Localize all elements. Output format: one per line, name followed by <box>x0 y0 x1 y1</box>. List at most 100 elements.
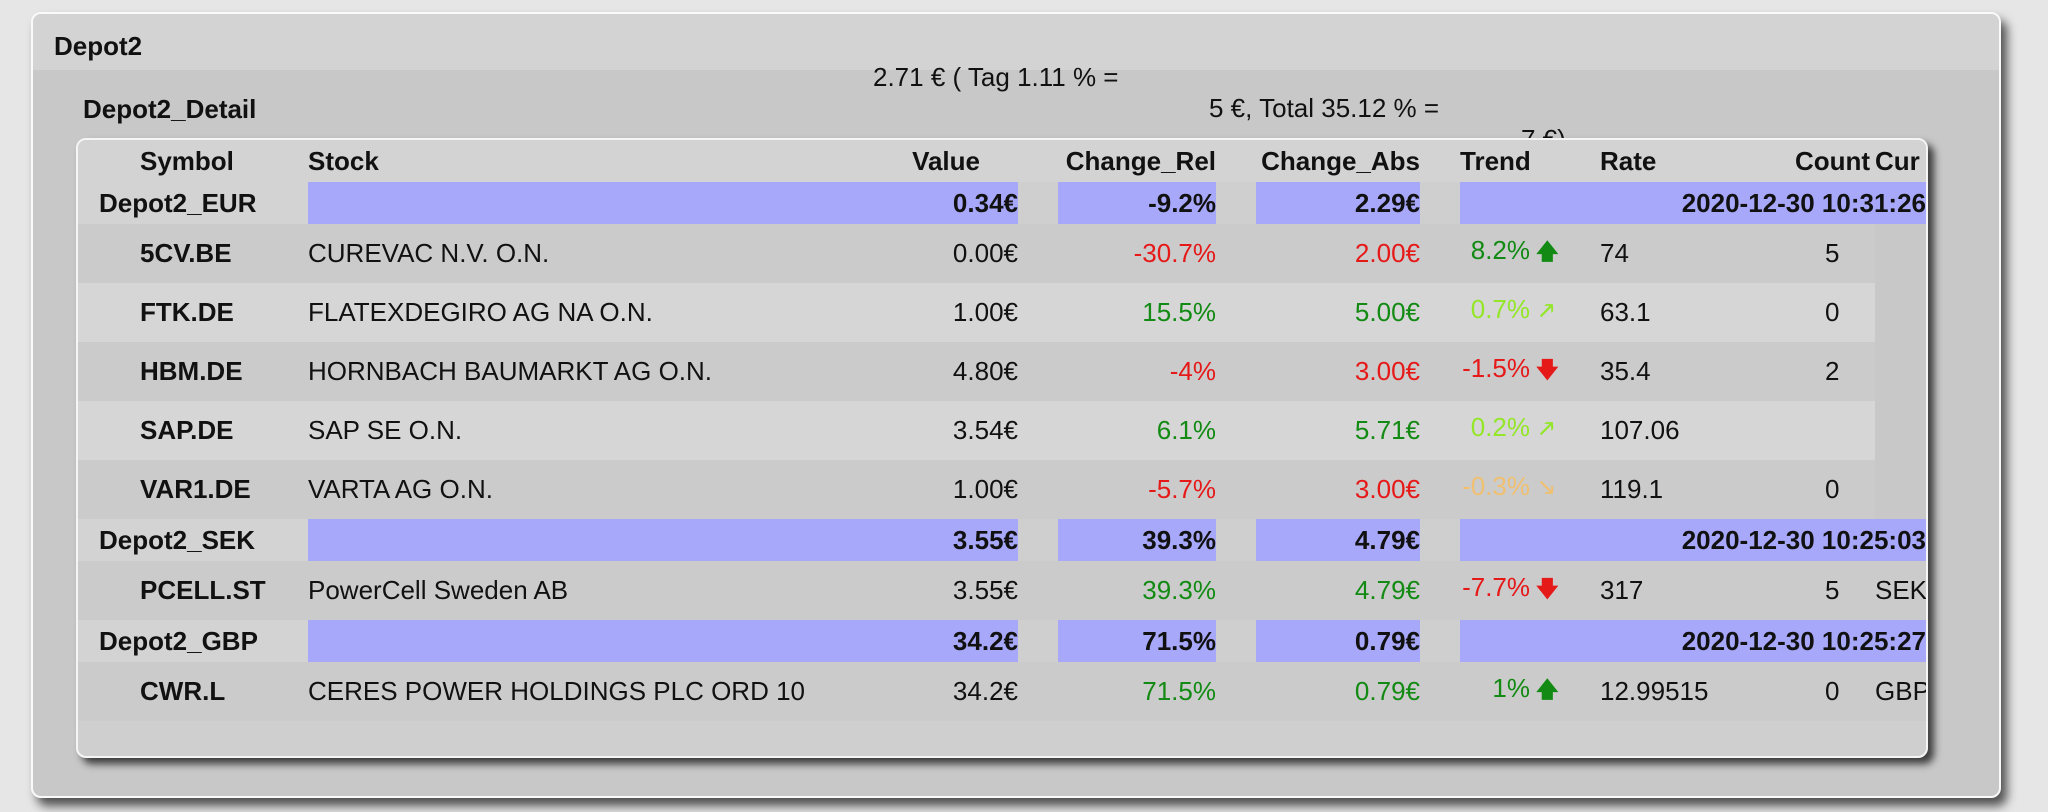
stock-rate: 317 <box>1600 561 1755 620</box>
header-symbol[interactable]: Symbol <box>78 140 308 182</box>
trend-value: -0.3% <box>1462 470 1530 501</box>
header-count[interactable]: Count <box>1795 140 1875 182</box>
stock-change-abs: 5.71€ <box>1256 401 1420 460</box>
stock-rate: 119.1 <box>1600 460 1755 519</box>
stock-trend: -1.5% 🡇 <box>1460 342 1560 401</box>
stock-value: 4.80€ <box>868 342 1018 401</box>
stock-cur <box>1875 460 1926 519</box>
stock-symbol[interactable]: 5CV.BE <box>78 224 308 283</box>
stock-change-rel: -30.7% <box>1058 224 1216 283</box>
table-row[interactable]: 5CV.BE CUREVAC N.V. O.N. 0.00€ -30.7% 2.… <box>78 224 1926 283</box>
stock-cur: SEK <box>1875 561 1926 620</box>
stock-count: 0 <box>1795 460 1875 519</box>
stock-value: 34.2€ <box>868 662 1018 721</box>
stock-rate: 107.06 <box>1600 401 1755 460</box>
stock-rate: 63.1 <box>1600 283 1755 342</box>
stock-rate: 35.4 <box>1600 342 1755 401</box>
group-value: 0.34€ <box>868 182 1018 224</box>
group-change-rel: 39.3% <box>1058 519 1216 561</box>
stock-change-rel: 39.3% <box>1058 561 1216 620</box>
detail-title: Depot2_Detail <box>83 94 257 124</box>
trend-value: -1.5% <box>1462 352 1530 383</box>
stock-change-rel: -4% <box>1058 342 1216 401</box>
group-row[interactable]: Depot2_GBP 34.2€ 71.5% 0.79€ 2020-12-30 … <box>78 620 1926 662</box>
group-change-abs: 2.29€ <box>1256 182 1420 224</box>
group-name: Depot2_SEK <box>78 519 308 561</box>
table-row[interactable]: CWR.L CERES POWER HOLDINGS PLC ORD 10 34… <box>78 662 1926 721</box>
stock-symbol[interactable]: HBM.DE <box>78 342 308 401</box>
stock-change-rel: 6.1% <box>1058 401 1216 460</box>
group-name: Depot2_GBP <box>78 620 308 662</box>
stock-cur <box>1875 283 1926 342</box>
group-change-rel: 71.5% <box>1058 620 1216 662</box>
stock-change-abs: 3.00€ <box>1256 342 1420 401</box>
table-row[interactable]: SAP.DE SAP SE O.N. 3.54€ 6.1% 5.71€ 0.2%… <box>78 401 1926 460</box>
stock-cur <box>1875 401 1926 460</box>
group-row[interactable]: Depot2_EUR 0.34€ -9.2% 2.29€ 2020-12-30 … <box>78 182 1926 224</box>
stock-name: PowerCell Sweden AB <box>308 561 868 620</box>
stock-cur <box>1875 342 1926 401</box>
stock-count: 0 <box>1795 283 1875 342</box>
table-header: Symbol Stock Value Change_Rel Change_Abs… <box>78 140 1926 182</box>
group-bar <box>308 519 868 561</box>
trend-value: 0.7% <box>1470 293 1530 324</box>
stock-name: CUREVAC N.V. O.N. <box>308 224 868 283</box>
stock-trend: 0.2% 🡕 <box>1460 401 1560 460</box>
stock-trend: 0.7% 🡕 <box>1460 283 1560 342</box>
stock-change-abs: 0.79€ <box>1256 662 1420 721</box>
depot-title: Depot2 <box>54 31 143 61</box>
header-trend[interactable]: Trend <box>1460 140 1560 182</box>
header-rate[interactable]: Rate <box>1600 140 1755 182</box>
summary-part-1: 2.71 € ( Tag 1.11 % = <box>873 62 1119 92</box>
arrow-up-icon: 🡅 <box>1536 238 1559 264</box>
stock-count: 0 <box>1795 662 1875 721</box>
stock-change-rel: -5.7% <box>1058 460 1216 519</box>
trend-value: 1% <box>1492 672 1530 703</box>
stock-change-abs: 4.79€ <box>1256 561 1420 620</box>
table-row[interactable]: VAR1.DE VARTA AG O.N. 1.00€ -5.7% 3.00€ … <box>78 460 1926 519</box>
stock-change-abs: 5.00€ <box>1256 283 1420 342</box>
group-timestamp: 2020-12-30 10:31:26 <box>1460 182 1926 224</box>
stock-symbol[interactable]: FTK.DE <box>78 283 308 342</box>
stock-symbol[interactable]: PCELL.ST <box>78 561 308 620</box>
stock-value: 0.00€ <box>868 224 1018 283</box>
group-change-rel: -9.2% <box>1058 182 1216 224</box>
header-value[interactable]: Value <box>868 140 1018 182</box>
stock-name: FLATEXDEGIRO AG NA O.N. <box>308 283 868 342</box>
group-value: 34.2€ <box>868 620 1018 662</box>
stock-trend: -0.3% 🡖 <box>1460 460 1560 519</box>
group-change-abs: 0.79€ <box>1256 620 1420 662</box>
stock-symbol[interactable]: SAP.DE <box>78 401 308 460</box>
arrow-up-right-icon: 🡕 <box>1539 415 1554 441</box>
stock-cur <box>1875 224 1926 283</box>
stock-name: VARTA AG O.N. <box>308 460 868 519</box>
arrow-down-icon: 🡇 <box>1536 356 1559 382</box>
stock-count: 5 <box>1795 224 1875 283</box>
arrow-up-right-icon: 🡕 <box>1539 297 1554 323</box>
header-change-abs[interactable]: Change_Abs <box>1256 140 1420 182</box>
stock-change-abs: 3.00€ <box>1256 460 1420 519</box>
header-stock[interactable]: Stock <box>308 140 868 182</box>
stock-cur: GBP <box>1875 662 1926 721</box>
group-timestamp: 2020-12-30 10:25:27 <box>1460 620 1926 662</box>
stock-count: 2 <box>1795 342 1875 401</box>
table-row[interactable]: FTK.DE FLATEXDEGIRO AG NA O.N. 1.00€ 15.… <box>78 283 1926 342</box>
group-row[interactable]: Depot2_SEK 3.55€ 39.3% 4.79€ 2020-12-30 … <box>78 519 1926 561</box>
stock-value: 1.00€ <box>868 460 1018 519</box>
stock-rate: 12.99515 <box>1600 662 1755 721</box>
stock-name: HORNBACH BAUMARKT AG O.N. <box>308 342 868 401</box>
stock-trend: 1% 🡅 <box>1460 662 1560 721</box>
group-bar <box>308 182 868 224</box>
depot-header[interactable]: Depot2 2.71 € ( Tag 1.11 % = 5 €, Total … <box>33 14 1999 154</box>
stock-trend: 8.2% 🡅 <box>1460 224 1560 283</box>
stock-symbol[interactable]: CWR.L <box>78 662 308 721</box>
table-row[interactable]: PCELL.ST PowerCell Sweden AB 3.55€ 39.3%… <box>78 561 1926 620</box>
group-change-abs: 4.79€ <box>1256 519 1420 561</box>
stock-value: 3.55€ <box>868 561 1018 620</box>
header-cur[interactable]: Cur <box>1875 140 1926 182</box>
stock-symbol[interactable]: VAR1.DE <box>78 460 308 519</box>
table-row[interactable]: HBM.DE HORNBACH BAUMARKT AG O.N. 4.80€ -… <box>78 342 1926 401</box>
arrow-down-icon: 🡇 <box>1536 575 1559 601</box>
trend-value: 0.2% <box>1470 411 1530 442</box>
header-change-rel[interactable]: Change_Rel <box>1058 140 1216 182</box>
